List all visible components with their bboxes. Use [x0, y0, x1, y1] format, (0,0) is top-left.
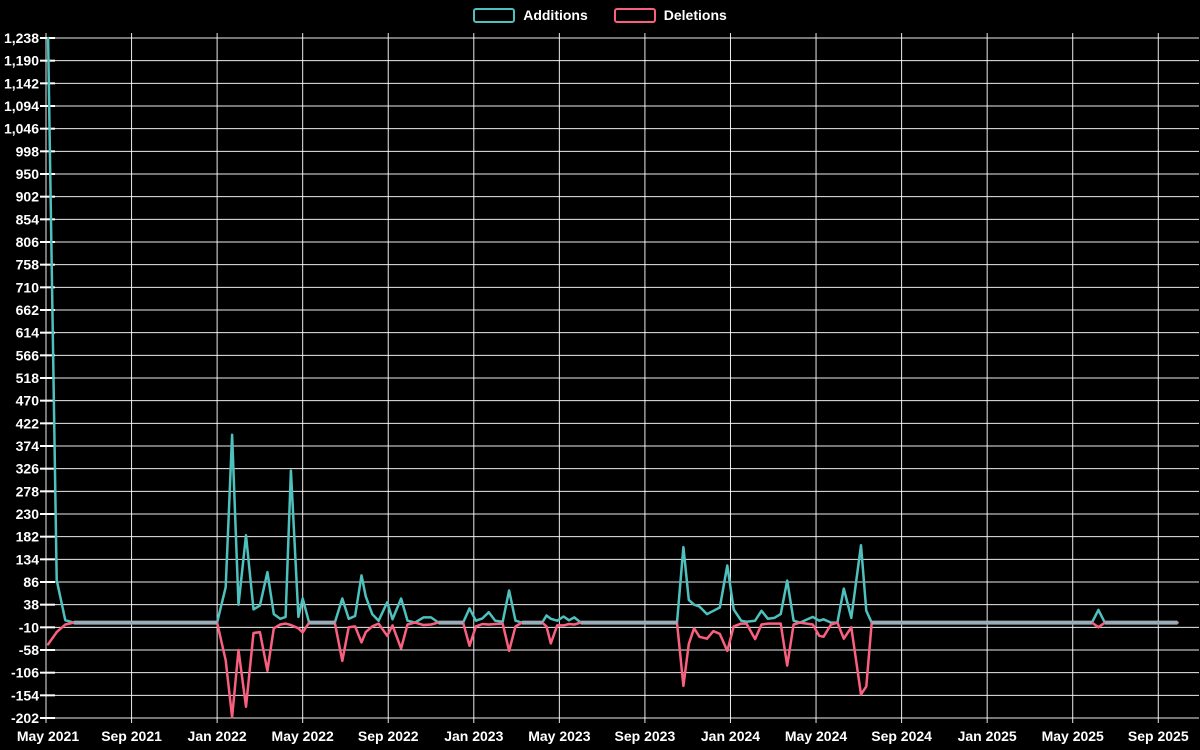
y-tick-label: 278 [16, 483, 40, 499]
legend-item-additions[interactable]: Additions [473, 6, 588, 24]
y-tick-label: 230 [16, 506, 40, 522]
y-tick-label: 326 [16, 461, 40, 477]
y-tick-label: -58 [19, 642, 39, 658]
y-tick-label: 950 [16, 166, 40, 182]
chart-legend: Additions Deletions [0, 6, 1200, 24]
y-tick-label: -202 [11, 710, 39, 726]
y-tick-label: 422 [16, 415, 40, 431]
x-tick-label: Sep 2024 [871, 728, 932, 744]
x-tick-label: Sep 2021 [101, 728, 162, 744]
y-tick-label: 182 [16, 529, 40, 545]
x-tick-label: Jan 2023 [444, 728, 503, 744]
y-tick-label: 662 [16, 302, 40, 318]
x-tick-label: Sep 2025 [1128, 728, 1189, 744]
x-tick-label: May 2021 [17, 728, 79, 744]
deletions-legend-label: Deletions [663, 7, 727, 23]
y-tick-label: 1,094 [4, 98, 39, 114]
y-tick-label: 854 [16, 211, 40, 227]
x-tick-label: Sep 2022 [358, 728, 419, 744]
additions-legend-swatch [473, 7, 516, 23]
y-tick-label: 38 [23, 597, 39, 613]
y-tick-label: -106 [11, 665, 39, 681]
legend-item-deletions[interactable]: Deletions [613, 6, 727, 24]
y-tick-label: 758 [16, 257, 40, 273]
y-tick-label: 86 [23, 574, 39, 590]
y-tick-label: 518 [16, 370, 40, 386]
x-tick-label: May 2022 [272, 728, 334, 744]
x-tick-label: Jan 2025 [958, 728, 1017, 744]
y-tick-label: 374 [16, 438, 40, 454]
x-tick-label: May 2025 [1042, 728, 1104, 744]
y-tick-label: 902 [16, 189, 40, 205]
x-tick-label: Sep 2023 [615, 728, 676, 744]
y-tick-label: 806 [16, 234, 40, 250]
y-tick-label: 1,190 [4, 53, 39, 69]
y-tick-label: 1,238 [4, 30, 39, 46]
y-tick-label: 710 [16, 279, 40, 295]
deletions-legend-swatch [613, 7, 656, 23]
x-tick-label: Jan 2022 [188, 728, 247, 744]
series-line-deletions [46, 621, 1179, 719]
y-tick-label: 470 [16, 393, 40, 409]
y-tick-label: -10 [19, 619, 39, 635]
additions-legend-label: Additions [523, 7, 588, 23]
y-tick-label: 566 [16, 347, 40, 363]
x-tick-label: May 2023 [528, 728, 590, 744]
y-tick-label: 1,046 [4, 121, 39, 137]
y-tick-label: -154 [11, 687, 39, 703]
y-tick-label: 998 [16, 143, 40, 159]
y-tick-label: 134 [16, 551, 40, 567]
x-tick-label: May 2024 [785, 728, 847, 744]
y-tick-label: 614 [16, 325, 40, 341]
x-tick-label: Jan 2024 [701, 728, 760, 744]
y-tick-label: 1,142 [4, 75, 39, 91]
